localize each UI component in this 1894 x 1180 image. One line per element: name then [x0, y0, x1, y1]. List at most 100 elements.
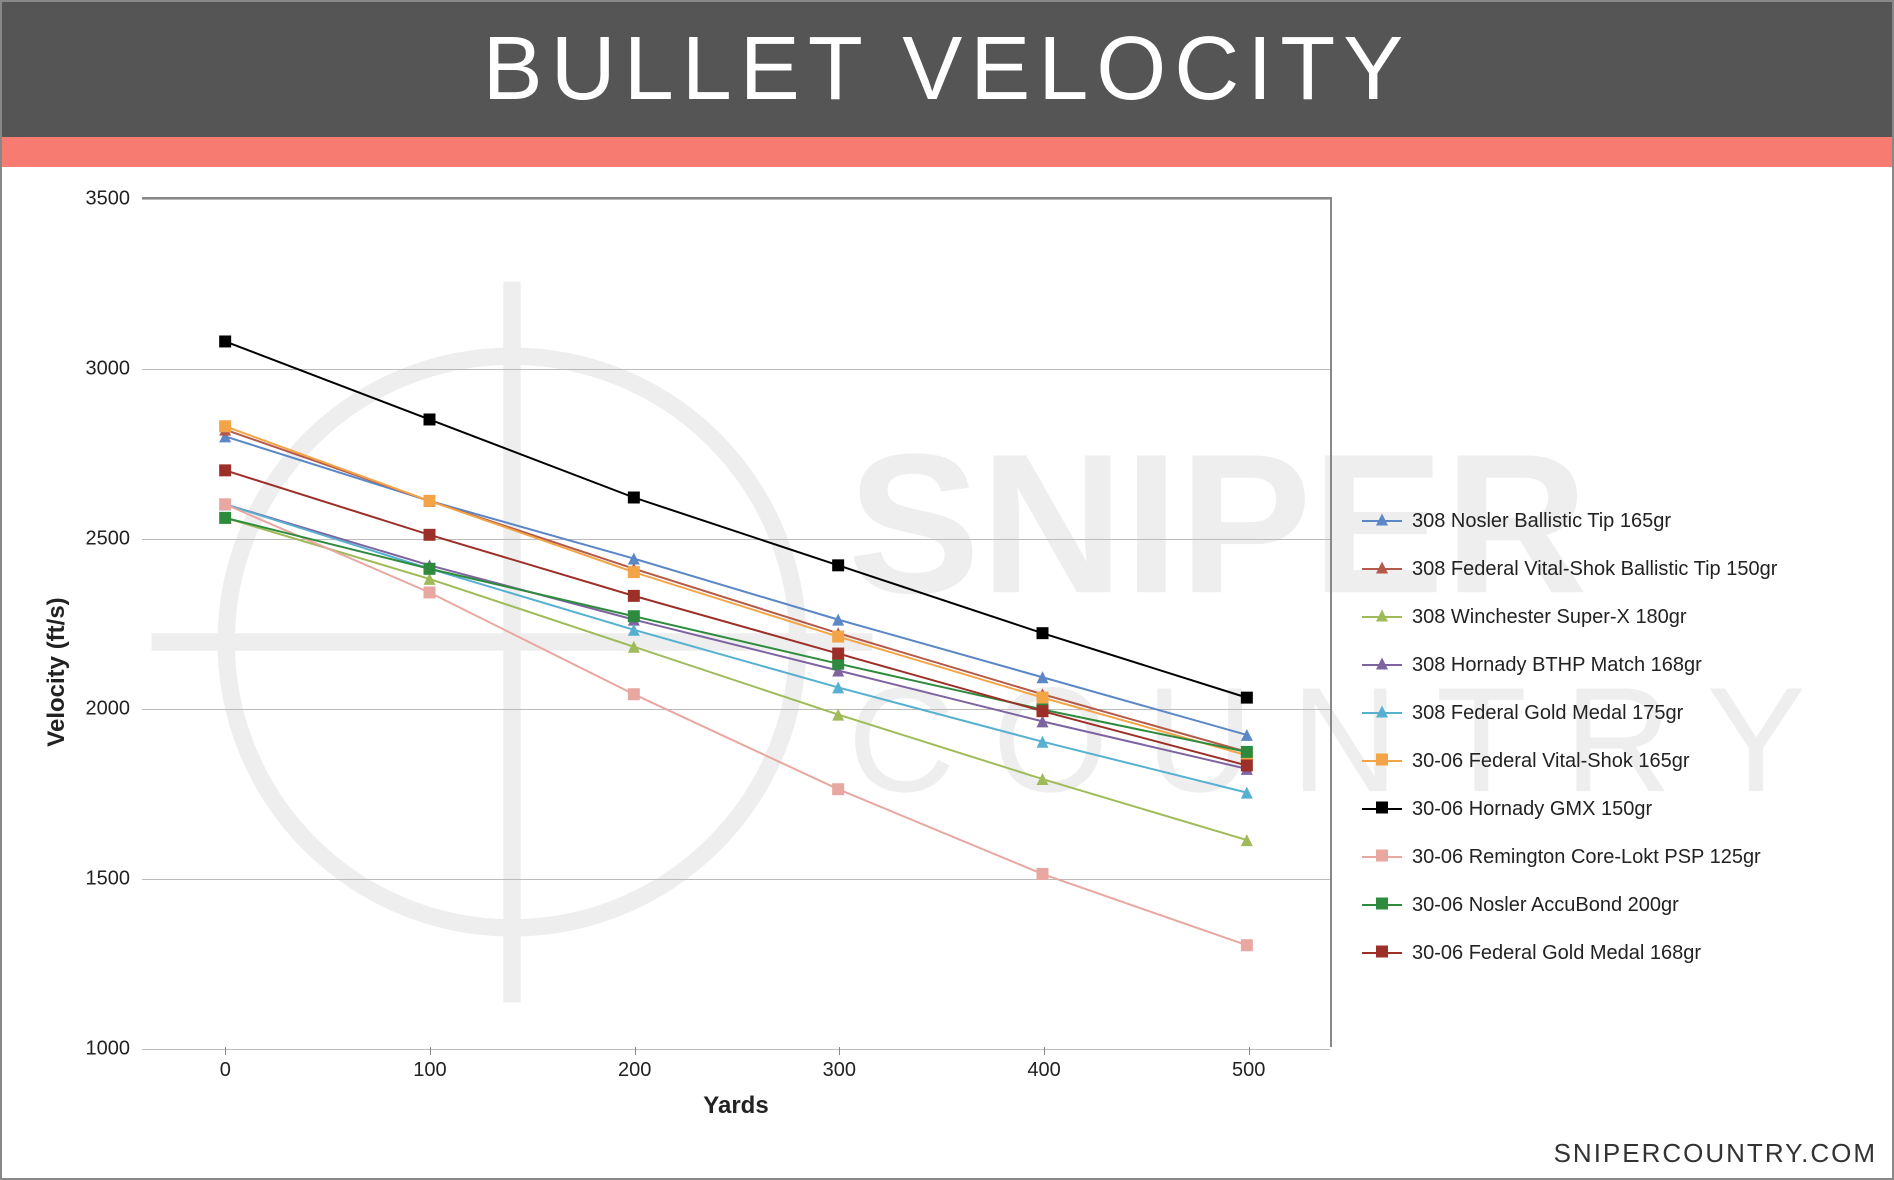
series-marker [219, 464, 231, 476]
legend-swatch-line [1362, 760, 1402, 762]
chart-lines [142, 199, 1330, 1047]
series-marker [832, 681, 844, 693]
legend-item: 30-06 Federal Vital-Shok 165gr [1362, 737, 1882, 785]
legend-label: 308 Nosler Ballistic Tip 165gr [1412, 510, 1671, 533]
series-line [225, 430, 1247, 752]
legend-label: 308 Federal Gold Medal 175gr [1412, 702, 1683, 725]
series-marker [1241, 834, 1253, 846]
footer-attribution: SNIPERCOUNTRY.COM [1554, 1138, 1877, 1169]
series-marker [424, 413, 436, 425]
legend-item: 308 Federal Gold Medal 175gr [1362, 689, 1882, 737]
legend-swatch-marker [1375, 558, 1389, 581]
plot-area: 1000150020002500300035000100200300400500… [142, 197, 1332, 1047]
legend-item: 308 Winchester Super-X 180gr [1362, 593, 1882, 641]
series-marker [628, 610, 640, 622]
series-marker [219, 512, 231, 524]
page-title: BULLET VELOCITY [483, 18, 1412, 121]
legend-swatch-line [1362, 856, 1402, 858]
y-tick-label: 1000 [86, 1038, 143, 1061]
legend-label: 30-06 Hornady GMX 150gr [1412, 798, 1652, 821]
legend-item: 30-06 Hornady GMX 150gr [1362, 785, 1882, 833]
legend-swatch-marker [1375, 846, 1389, 869]
legend-swatch-line [1362, 712, 1402, 714]
x-tick [839, 1047, 840, 1055]
legend-swatch-marker [1375, 942, 1389, 965]
x-tick [1249, 1047, 1250, 1055]
series-marker [628, 641, 640, 653]
series-marker [1037, 773, 1049, 785]
legend-label: 30-06 Federal Gold Medal 168gr [1412, 942, 1701, 965]
legend-swatch-line [1362, 568, 1402, 570]
series-marker [219, 335, 231, 347]
legend-swatch-marker [1375, 702, 1389, 725]
series-marker [1241, 692, 1253, 704]
legend-swatch-marker [1375, 750, 1389, 773]
series-marker [628, 492, 640, 504]
legend-item: 30-06 Nosler AccuBond 200gr [1362, 881, 1882, 929]
x-tick [225, 1047, 226, 1055]
legend-swatch-line [1362, 952, 1402, 954]
series-marker [1037, 627, 1049, 639]
legend-swatch-line [1362, 664, 1402, 666]
series-marker [424, 495, 436, 507]
legend-swatch-marker [1375, 654, 1389, 677]
legend-swatch-marker [1375, 510, 1389, 533]
gridline-h [142, 1049, 1330, 1050]
x-tick [1044, 1047, 1045, 1055]
series-marker [628, 553, 640, 565]
series-marker [832, 631, 844, 643]
series-marker [832, 559, 844, 571]
series-line [225, 504, 1247, 769]
legend-swatch-line [1362, 520, 1402, 522]
series-marker [219, 498, 231, 510]
x-tick [635, 1047, 636, 1055]
legend-swatch-line [1362, 904, 1402, 906]
y-tick-label: 3500 [86, 188, 143, 211]
series-marker [832, 648, 844, 660]
series-marker [628, 590, 640, 602]
series-marker [628, 688, 640, 700]
legend-item: 308 Nosler Ballistic Tip 165gr [1362, 497, 1882, 545]
series-marker [1037, 736, 1049, 748]
legend-swatch-line [1362, 808, 1402, 810]
series-marker [832, 658, 844, 670]
series-marker [424, 529, 436, 541]
y-tick-label: 2500 [86, 528, 143, 551]
chart-container: SNIPER COUNTRY Velocity (ft/s) 100015002… [2, 167, 1892, 1177]
legend-label: 30-06 Remington Core-Lokt PSP 125gr [1412, 846, 1761, 869]
series-line [225, 470, 1247, 765]
series-marker [1037, 671, 1049, 683]
accent-bar [2, 137, 1892, 167]
series-marker [1037, 692, 1049, 704]
series-marker [832, 783, 844, 795]
series-marker [1037, 705, 1049, 717]
x-axis-title: Yards [703, 1092, 768, 1120]
series-marker [1037, 868, 1049, 880]
series-marker [424, 586, 436, 598]
series-marker [832, 709, 844, 721]
series-marker [628, 566, 640, 578]
y-tick-label: 3000 [86, 358, 143, 381]
legend-item: 308 Federal Vital-Shok Ballistic Tip 150… [1362, 545, 1882, 593]
series-marker [219, 420, 231, 432]
x-tick [430, 1047, 431, 1055]
legend-item: 308 Hornady BTHP Match 168gr [1362, 641, 1882, 689]
series-marker [1241, 787, 1253, 799]
series-marker [1241, 759, 1253, 771]
legend-label: 308 Winchester Super-X 180gr [1412, 606, 1687, 629]
series-marker [1241, 746, 1253, 758]
header-bar: BULLET VELOCITY [2, 2, 1892, 137]
legend: 308 Nosler Ballistic Tip 165gr 308 Federa… [1362, 497, 1882, 977]
series-marker [424, 563, 436, 575]
legend-label: 308 Federal Vital-Shok Ballistic Tip 150… [1412, 558, 1777, 581]
y-tick-label: 2000 [86, 698, 143, 721]
series-line [225, 518, 1247, 840]
legend-swatch-marker [1375, 798, 1389, 821]
y-axis-title: Velocity (ft/s) [43, 597, 71, 746]
legend-swatch-marker [1375, 894, 1389, 917]
legend-swatch-marker [1375, 606, 1389, 629]
legend-item: 30-06 Remington Core-Lokt PSP 125gr [1362, 833, 1882, 881]
y-tick-label: 1500 [86, 868, 143, 891]
legend-item: 30-06 Federal Gold Medal 168gr [1362, 929, 1882, 977]
series-marker [832, 614, 844, 626]
